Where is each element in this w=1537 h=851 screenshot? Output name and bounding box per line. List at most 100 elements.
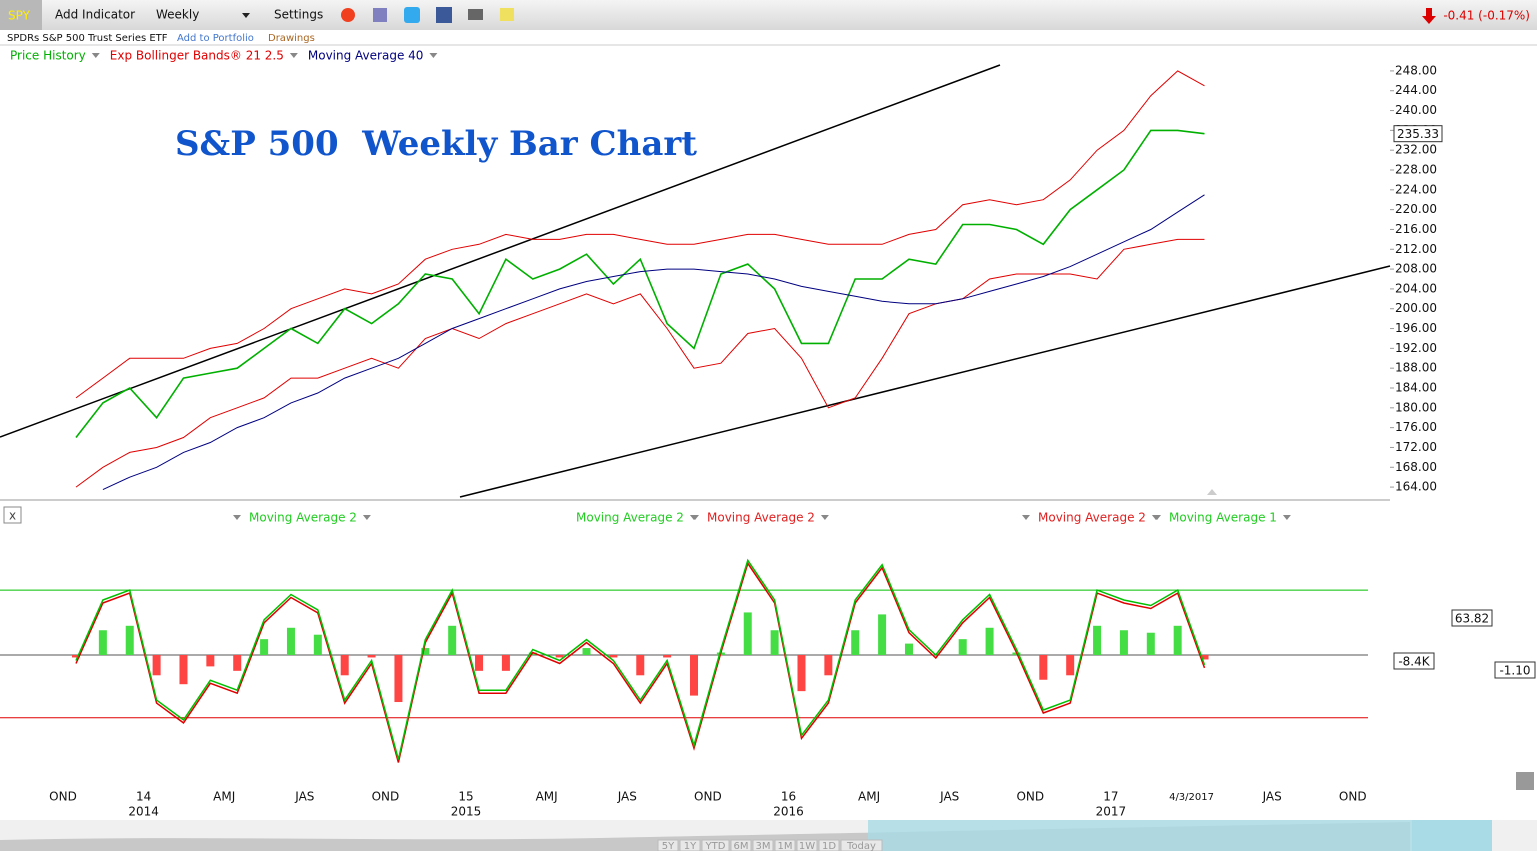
toolbar	[0, 0, 1537, 30]
navigator-window[interactable]	[868, 820, 1412, 851]
histogram-bar	[1146, 632, 1155, 655]
last-price-box	[1393, 125, 1443, 143]
icon[interactable]	[373, 8, 387, 22]
histogram-bar	[1039, 655, 1048, 680]
band-line	[75, 238, 1205, 488]
indicator-label[interactable]: Moving Average 2	[249, 511, 357, 525]
range-button[interactable]	[796, 839, 818, 851]
x-tick-label: 17	[1103, 790, 1118, 804]
legend-dropdown[interactable]	[91, 53, 100, 58]
indicator-dropdown[interactable]	[1282, 515, 1291, 520]
histogram-bar	[985, 627, 994, 655]
x-tick-label: 4/3/2017	[1169, 792, 1214, 803]
histogram-bar	[743, 612, 752, 655]
indicator-dropdown[interactable]	[820, 515, 829, 520]
icon[interactable]	[468, 9, 483, 20]
y-tick-label: 216.00	[1395, 222, 1437, 236]
x-tick-label: AMJ	[213, 790, 235, 804]
x-tick-label: OND	[1016, 790, 1044, 804]
dropdown[interactable]	[242, 13, 250, 18]
legend-entry[interactable]: Exp Bollinger Bands® 21 2.5	[110, 49, 284, 63]
series-line	[75, 129, 1205, 438]
y-tick-label: 176.00	[1395, 420, 1437, 434]
value-box-label: -8.4K	[1398, 655, 1430, 669]
icon[interactable]	[341, 8, 355, 22]
legend-dropdown[interactable]	[429, 53, 438, 58]
range-button[interactable]	[840, 839, 883, 851]
histogram-bar	[1200, 655, 1209, 660]
x-tick-label: OND	[1339, 790, 1367, 804]
x-year-label: 2015	[451, 805, 482, 819]
x-tick-label: 15	[458, 790, 473, 804]
range-button[interactable]	[679, 839, 701, 851]
indicator-label[interactable]: Moving Average 2	[1038, 511, 1146, 525]
indicator-dropdown[interactable]	[1153, 515, 1161, 520]
scroll-button[interactable]	[1516, 772, 1534, 790]
range-button-label[interactable]: Today	[846, 841, 876, 851]
legend-entry[interactable]: Price History	[10, 49, 86, 63]
range-button[interactable]	[701, 839, 730, 851]
histogram-bar	[1173, 625, 1182, 655]
range-button-label[interactable]: 1D	[822, 841, 836, 851]
range-button-label[interactable]: 1W	[799, 841, 815, 851]
link[interactable]: Drawings	[268, 33, 315, 44]
oscillator-line	[75, 558, 1206, 760]
histogram-bar	[770, 630, 779, 655]
histogram-bar	[636, 655, 645, 676]
range-button[interactable]	[752, 839, 774, 851]
y-tick-label: 220.00	[1395, 202, 1437, 216]
y-tick-label: 192.00	[1395, 341, 1437, 355]
x-year-label: 2017	[1096, 805, 1127, 819]
icon[interactable]	[404, 7, 420, 23]
range-button-label[interactable]: YTD	[705, 841, 726, 851]
indicator-label[interactable]: Moving Average 1	[1169, 511, 1277, 525]
histogram-bar	[555, 655, 564, 658]
indicator-dropdown[interactable]	[233, 515, 241, 520]
value-box-label: 63.82	[1455, 612, 1489, 626]
close-button[interactable]	[3, 506, 22, 524]
range-button[interactable]	[730, 839, 752, 851]
range-button-label[interactable]: 1Y	[684, 841, 697, 851]
menu[interactable]: Settings	[274, 8, 323, 22]
legend-entry[interactable]: Moving Average 40	[308, 49, 424, 63]
histogram-bar	[206, 655, 215, 667]
range-button[interactable]	[818, 839, 840, 851]
histogram-bar	[340, 655, 349, 676]
legend-dropdown[interactable]	[289, 53, 298, 58]
indicator-dropdown[interactable]	[362, 515, 371, 520]
histogram-bar	[582, 648, 591, 655]
indicator-label[interactable]: Moving Average 2	[707, 511, 815, 525]
y-tick-label: 244.00	[1395, 83, 1437, 97]
link[interactable]: Add to Portfolio	[177, 33, 254, 44]
indicator-dropdown[interactable]	[1022, 515, 1030, 520]
trend-line	[0, 64, 1001, 438]
y-tick-label: 240.00	[1395, 103, 1437, 117]
menu[interactable]: Weekly	[156, 8, 199, 22]
histogram-bar	[98, 630, 107, 655]
histogram-bar	[797, 655, 806, 692]
symbol[interactable]: SPY	[8, 9, 31, 23]
histogram-bar	[260, 639, 269, 655]
range-button[interactable]	[774, 839, 796, 851]
range-button-label[interactable]: 5Y	[662, 841, 675, 851]
symbol-box[interactable]	[0, 0, 42, 30]
menu[interactable]: Add Indicator	[55, 8, 135, 22]
y-tick-label: 224.00	[1395, 182, 1437, 196]
y-tick-label: 188.00	[1395, 361, 1437, 375]
range-button[interactable]	[657, 839, 679, 851]
icon[interactable]	[436, 7, 452, 23]
y-tick-label: 172.00	[1395, 440, 1437, 454]
y-tick-label: 228.00	[1395, 163, 1437, 177]
histogram-bar	[824, 655, 833, 676]
range-button-label[interactable]: 1M	[778, 841, 793, 851]
indicator-dropdown[interactable]	[691, 515, 699, 520]
indicator-label[interactable]: Moving Average 2	[576, 511, 684, 525]
icon[interactable]	[500, 8, 514, 21]
range-button-label[interactable]: 3M	[756, 841, 771, 851]
histogram-bar	[878, 614, 887, 655]
histogram-bar	[233, 655, 242, 671]
range-button-label[interactable]: 6M	[734, 841, 749, 851]
close-icon[interactable]: x	[9, 509, 16, 523]
histogram-bar	[690, 655, 699, 696]
histogram-bar	[904, 643, 913, 655]
